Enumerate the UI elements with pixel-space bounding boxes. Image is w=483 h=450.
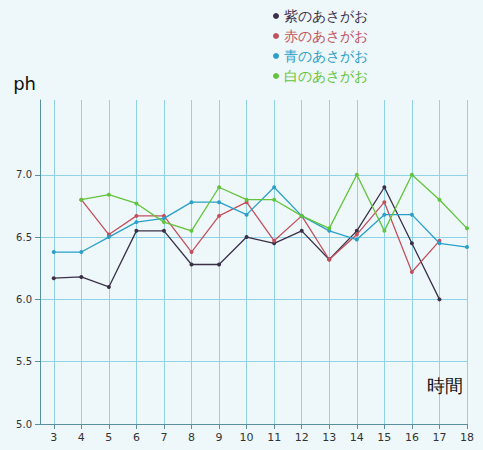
svg-text:14: 14 xyxy=(350,431,364,444)
svg-text:12: 12 xyxy=(295,431,309,444)
svg-text:13: 13 xyxy=(322,431,336,444)
svg-text:白のあさがお: 白のあさがお xyxy=(284,68,368,84)
svg-text:18: 18 xyxy=(460,431,474,444)
svg-text:7.0: 7.0 xyxy=(16,169,32,180)
svg-text:9: 9 xyxy=(216,431,223,444)
svg-text:5: 5 xyxy=(105,431,112,444)
svg-text:5.0: 5.0 xyxy=(16,419,32,430)
svg-text:3: 3 xyxy=(50,431,57,444)
svg-text:6: 6 xyxy=(133,431,140,444)
svg-text:6.0: 6.0 xyxy=(16,294,32,305)
svg-text:赤のあさがお: 赤のあさがお xyxy=(284,28,368,44)
svg-text:ph: ph xyxy=(13,73,36,94)
svg-text:紫のあさがお: 紫のあさがお xyxy=(284,8,368,24)
svg-text:時間: 時間 xyxy=(427,375,463,396)
svg-text:6.5: 6.5 xyxy=(16,232,32,243)
svg-text:青のあさがお: 青のあさがお xyxy=(284,48,368,64)
svg-text:7: 7 xyxy=(160,431,167,444)
svg-text:11: 11 xyxy=(267,431,281,444)
svg-text:17: 17 xyxy=(432,431,446,444)
svg-text:4: 4 xyxy=(78,431,85,444)
svg-text:16: 16 xyxy=(405,431,419,444)
svg-text:15: 15 xyxy=(377,431,391,444)
svg-text:10: 10 xyxy=(240,431,254,444)
svg-text:8: 8 xyxy=(188,431,195,444)
svg-text:5.5: 5.5 xyxy=(16,356,32,367)
